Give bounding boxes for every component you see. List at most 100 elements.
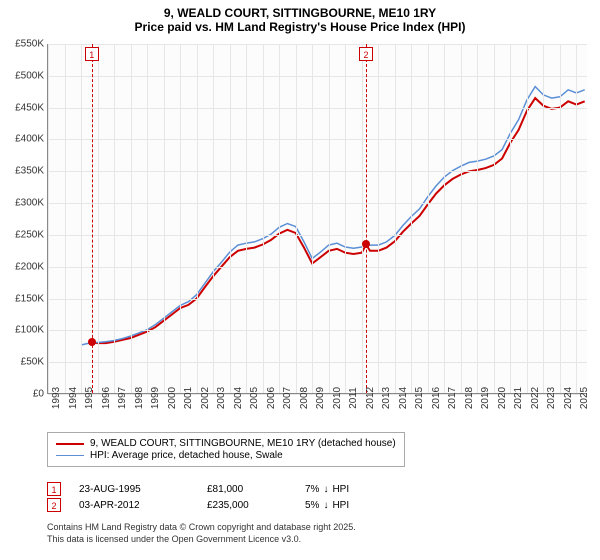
gridline-v (48, 44, 49, 393)
chart-container: 9, WEALD COURT, SITTINGBOURNE, ME10 1RY … (0, 0, 600, 560)
x-tick-label: 2004 (233, 387, 244, 409)
gridline-v (576, 44, 577, 393)
gridline-v (362, 44, 363, 393)
x-tick-label: 2005 (249, 387, 260, 409)
sale-date: 03-APR-2012 (79, 500, 189, 511)
x-tick-label: 2019 (480, 387, 491, 409)
footer-copyright: Contains HM Land Registry data © Crown c… (47, 522, 356, 534)
x-tick-label: 2009 (315, 387, 326, 409)
gridline-v (147, 44, 148, 393)
gridline-v (263, 44, 264, 393)
x-tick-label: 1998 (134, 387, 145, 409)
footer-licence: This data is licensed under the Open Gov… (47, 534, 356, 546)
sale-delta-pct: 7% (305, 484, 319, 495)
y-tick-label: £550K (0, 39, 44, 50)
x-tick-label: 2000 (167, 387, 178, 409)
footer: Contains HM Land Registry data © Crown c… (47, 522, 356, 545)
gridline-v (213, 44, 214, 393)
gridline-v (510, 44, 511, 393)
sale-badge: 2 (47, 498, 61, 512)
legend-row: HPI: Average price, detached house, Swal… (56, 450, 396, 461)
y-tick-label: £200K (0, 261, 44, 272)
gridline-v (444, 44, 445, 393)
sale-delta: 7%↓HPI (305, 484, 405, 495)
sale-marker-dot (362, 240, 370, 248)
sale-price: £81,000 (207, 484, 287, 495)
chart-svg (48, 44, 588, 394)
gridline-h (48, 330, 587, 331)
arrow-down-icon: ↓ (323, 500, 328, 511)
gridline-h (48, 235, 587, 236)
x-tick-label: 2003 (216, 387, 227, 409)
x-tick-label: 2023 (546, 387, 557, 409)
y-tick-label: £400K (0, 134, 44, 145)
sale-price: £235,000 (207, 500, 287, 511)
x-tick-label: 2016 (431, 387, 442, 409)
y-tick-label: £0 (0, 389, 44, 400)
gridline-h (48, 139, 587, 140)
gridline-v (428, 44, 429, 393)
sale-delta: 5% ↓ HPI (305, 500, 405, 511)
x-tick-label: 2021 (513, 387, 524, 409)
gridline-h (48, 203, 587, 204)
gridline-v (477, 44, 478, 393)
gridline-v (81, 44, 82, 393)
x-tick-label: 2008 (299, 387, 310, 409)
x-tick-label: 1997 (117, 387, 128, 409)
gridline-v (98, 44, 99, 393)
x-tick-label: 2010 (332, 387, 343, 409)
sale-marker-line (366, 44, 367, 393)
legend-label: HPI: Average price, detached house, Swal… (90, 450, 283, 461)
sale-marker-badge: 2 (359, 47, 373, 61)
gridline-h (48, 267, 587, 268)
sale-delta-vs: HPI (332, 484, 349, 495)
gridline-v (279, 44, 280, 393)
title-block: 9, WEALD COURT, SITTINGBOURNE, ME10 1RY … (0, 0, 600, 38)
sale-delta-pct: 5% (305, 500, 319, 511)
x-tick-label: 2018 (464, 387, 475, 409)
x-tick-label: 2011 (348, 387, 359, 409)
gridline-v (65, 44, 66, 393)
gridline-v (312, 44, 313, 393)
gridline-v (527, 44, 528, 393)
gridline-v (560, 44, 561, 393)
y-tick-label: £450K (0, 102, 44, 113)
x-tick-label: 2007 (282, 387, 293, 409)
title-address: 9, WEALD COURT, SITTINGBOURNE, ME10 1RY (0, 6, 600, 20)
x-tick-label: 1996 (101, 387, 112, 409)
x-tick-label: 2020 (497, 387, 508, 409)
x-tick-label: 2025 (579, 387, 590, 409)
sale-delta-vs: HPI (332, 500, 349, 511)
gridline-v (329, 44, 330, 393)
gridline-v (197, 44, 198, 393)
y-tick-label: £100K (0, 325, 44, 336)
gridline-v (494, 44, 495, 393)
plot-area: 12 (47, 44, 587, 394)
x-tick-label: 1995 (84, 387, 95, 409)
gridline-v (378, 44, 379, 393)
x-tick-label: 2014 (398, 387, 409, 409)
sale-marker-dot (88, 338, 96, 346)
sale-date: 23-AUG-1995 (79, 484, 189, 495)
gridline-v (395, 44, 396, 393)
gridline-v (246, 44, 247, 393)
title-subtitle: Price paid vs. HM Land Registry's House … (0, 20, 600, 34)
x-tick-label: 1993 (51, 387, 62, 409)
x-tick-label: 2022 (530, 387, 541, 409)
series-line (81, 87, 585, 345)
x-tick-label: 2006 (266, 387, 277, 409)
y-tick-label: £350K (0, 166, 44, 177)
legend: 9, WEALD COURT, SITTINGBOURNE, ME10 1RY … (47, 432, 405, 467)
gridline-h (48, 44, 587, 45)
sales-table: 123-AUG-1995£81,0007%↓HPI203-APR-2012£23… (47, 480, 405, 514)
gridline-h (48, 171, 587, 172)
gridline-h (48, 362, 587, 363)
gridline-v (461, 44, 462, 393)
x-tick-label: 2017 (447, 387, 458, 409)
y-tick-label: £50K (0, 357, 44, 368)
sale-row: 2 03-APR-2012 £235,000 5% ↓ HPI (47, 498, 405, 512)
legend-label: 9, WEALD COURT, SITTINGBOURNE, ME10 1RY … (90, 438, 396, 449)
x-tick-label: 1999 (150, 387, 161, 409)
legend-swatch (56, 443, 84, 445)
y-tick-label: £500K (0, 70, 44, 81)
